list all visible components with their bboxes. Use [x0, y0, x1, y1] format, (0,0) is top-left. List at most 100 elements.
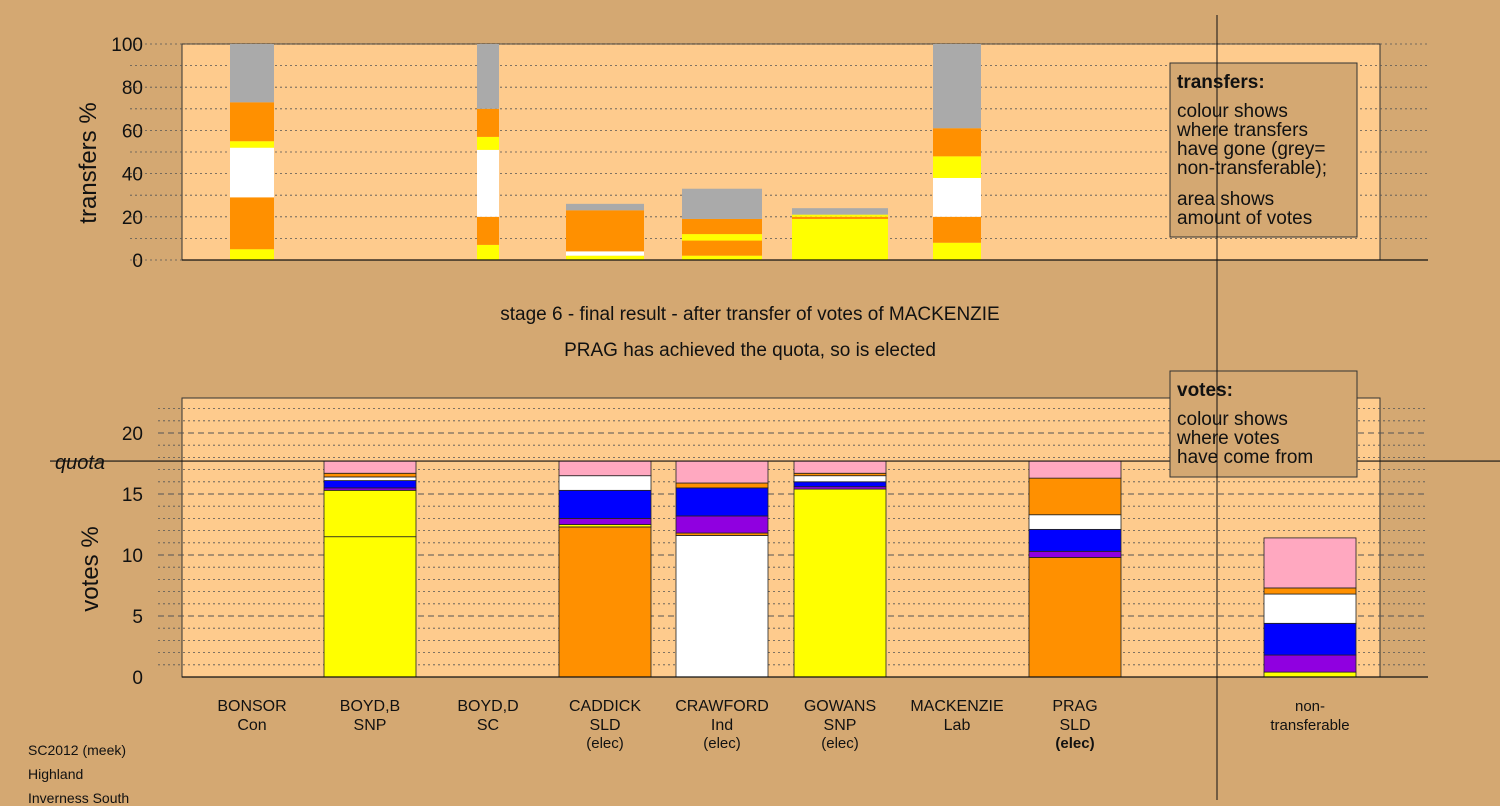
transfer-segment: [792, 208, 888, 215]
votes-y-tick-label: 5: [132, 607, 143, 628]
stage-title: stage 6 - final result - after transfer …: [500, 304, 1000, 325]
vote-segment: [675, 515, 769, 534]
transfers-legend-line: colour shows: [1177, 101, 1288, 122]
transfer-segment: [682, 218, 762, 235]
transfer-segment: [230, 102, 274, 142]
transfers-y-axis-label: transfers %: [75, 102, 102, 223]
vote-segment: [323, 489, 417, 538]
candidate-status-label: (elec): [703, 735, 741, 752]
candidate-status-label: (elec): [586, 735, 624, 752]
candidate-party-label: SLD: [589, 717, 620, 734]
vote-segment: [558, 526, 652, 678]
votes-y-tick-label: 10: [122, 546, 143, 567]
nontransferable-label: transferable: [1270, 717, 1349, 734]
transfers-legend-box: [1169, 62, 1358, 238]
transfer-segment: [933, 128, 981, 157]
candidate-party-label: SNP: [354, 717, 387, 734]
transfer-segment: [566, 203, 644, 211]
transfer-segment: [792, 214, 888, 217]
vote-segment: [675, 487, 769, 517]
vote-segment: [323, 472, 417, 478]
candidate-party-label: Lab: [944, 717, 971, 734]
footer-election: SC2012 (meek): [28, 742, 127, 758]
vote-segment: [1263, 671, 1357, 678]
vote-segment: [558, 489, 652, 519]
transfer-segment: [933, 44, 981, 129]
vote-segment: [793, 475, 887, 483]
votes-legend-line: have come from: [1177, 447, 1313, 468]
vote-segment: [675, 482, 769, 489]
votes-legend-box: [1169, 370, 1358, 478]
transfers-legend-title: transfers:: [1177, 72, 1265, 93]
candidate-name-label: BOYD,D: [457, 698, 518, 715]
transfer-segment: [566, 255, 644, 260]
transfer-segment: [230, 249, 274, 260]
nontransferable-label: non-: [1295, 698, 1325, 715]
transfer-segment: [933, 156, 981, 178]
vote-segment: [1028, 528, 1122, 552]
transfers-y-tick-label: 60: [122, 121, 143, 142]
vote-segment: [323, 536, 417, 678]
vote-segment: [558, 518, 652, 525]
votes-legend-title: votes:: [1177, 380, 1233, 401]
vote-segment: [558, 460, 652, 477]
transfer-segment: [477, 136, 499, 150]
candidate-name-label: GOWANS: [804, 698, 876, 715]
vote-segment: [675, 460, 769, 484]
transfers-y-tick-label: 80: [122, 78, 143, 99]
footer-ward: Inverness South: [28, 790, 130, 806]
stage-note: PRAG has achieved the quota, so is elect…: [564, 340, 936, 361]
vote-segment: [793, 481, 887, 488]
candidate-name-label: BONSOR: [217, 698, 286, 715]
vote-segment: [558, 475, 652, 491]
candidate-status-label: (elec): [821, 735, 859, 752]
footer-council: Highland: [28, 766, 84, 782]
votes-y-tick-label: 0: [132, 668, 143, 689]
transfer-segment: [230, 141, 274, 148]
transfer-segment: [933, 177, 981, 217]
transfer-segment: [682, 234, 762, 241]
transfer-segment: [230, 147, 274, 198]
vote-segment: [1028, 460, 1122, 479]
vote-segment: [1263, 654, 1357, 673]
transfer-segment: [933, 242, 981, 260]
candidate-name-label: CADDICK: [569, 698, 641, 715]
candidate-name-label: CRAWFORD: [675, 698, 769, 715]
transfer-segment: [792, 216, 888, 219]
transfer-segment: [477, 149, 499, 217]
vote-segment: [1263, 537, 1357, 589]
vote-segment: [793, 460, 887, 474]
transfers-legend-line: area shows: [1177, 189, 1274, 210]
transfer-segment: [792, 218, 888, 260]
transfers-legend-line: amount of votes: [1177, 208, 1312, 229]
transfer-segment: [933, 216, 981, 243]
transfers-legend-line: have gone (grey=: [1177, 139, 1325, 160]
candidate-party-label: SNP: [824, 717, 857, 734]
vote-segment: [323, 476, 417, 481]
transfer-segment: [477, 244, 499, 260]
candidate-party-label: Con: [237, 717, 266, 734]
votes-y-tick-label: 20: [122, 424, 143, 445]
transfers-y-tick-label: 20: [122, 208, 143, 229]
vote-segment: [1263, 587, 1357, 595]
vote-segment: [1263, 593, 1357, 624]
vote-segment: [1028, 514, 1122, 530]
vote-segment: [323, 480, 417, 489]
transfer-segment: [477, 44, 499, 109]
vote-segment: [1028, 550, 1122, 558]
transfers-legend-line: where transfers: [1176, 120, 1308, 141]
transfer-segment: [230, 44, 274, 103]
vote-segment: [323, 460, 417, 474]
transfer-segment: [477, 108, 499, 137]
candidate-name-label: BOYD,B: [340, 698, 400, 715]
transfer-segment: [566, 210, 644, 252]
candidate-party-label: SC: [477, 717, 499, 734]
votes-y-tick-label: 15: [122, 485, 143, 506]
vote-segment: [1263, 622, 1357, 656]
candidate-status-label: (elec): [1055, 735, 1094, 752]
transfers-y-tick-label: 40: [122, 165, 143, 186]
vote-segment: [793, 488, 887, 678]
transfer-segment: [230, 197, 274, 250]
